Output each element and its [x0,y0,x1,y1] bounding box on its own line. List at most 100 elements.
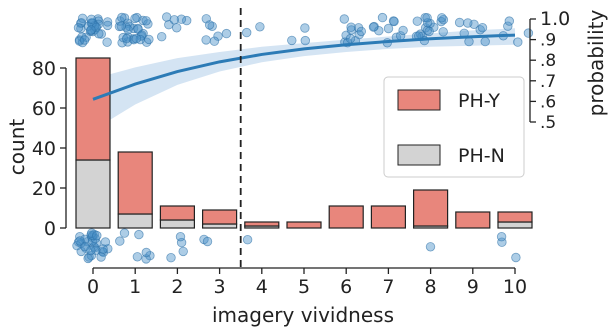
bar-ph-y [286,221,322,229]
jitter-point-ph-y [171,23,182,33]
bar-ph-y [202,209,238,225]
jitter-point-ph-y [438,27,448,37]
jitter-point-ph-y [131,33,142,44]
jitter-point-ph-y [102,37,112,47]
jitter-point-ph-y [463,18,473,28]
jitter-point-ph-y [480,36,490,47]
fit-curve-group [92,33,516,101]
jitter-point-ph-y [94,29,104,39]
x-axis-label: imagery vividness [212,303,394,327]
jitter-point-ph-y [181,15,192,26]
jitter-point-ph-n [91,245,101,255]
jitter-point-ph-y [422,18,433,28]
jitter-point-ph-y [255,22,265,32]
bar-ph-y [328,205,364,229]
jitter-point-ph-y [118,32,128,43]
y-tick-label: 80 [32,58,56,80]
jitter-point-ph-y [300,35,311,46]
y2-tick-label: .9 [540,31,556,51]
jitter-point-ph-n [134,229,144,240]
jitter-point-ph-n [202,236,213,247]
jitter-point-ph-y [374,26,384,36]
jitter-point-ph-y [437,13,447,23]
bar-ph-y [75,57,111,161]
jitter-point-ph-n [75,236,85,246]
jitter-point-ph-y [73,23,84,33]
jitter-point-ph-n [92,230,102,241]
jitter-point-ph-n [98,244,108,254]
jitter-point-ph-y [412,16,423,26]
jitter-point-ph-y [339,14,350,24]
jitter-point-ph-y [377,12,388,23]
bar-ph-y [455,211,491,229]
jitter-point-ph-n [98,247,109,258]
jitter-point-ph-y [523,28,534,38]
jitter-point-ph-y [422,13,432,23]
y-tick-label: 40 [32,138,56,160]
jitter-point-ph-n [83,253,93,264]
jitter-point-ph-y [368,22,379,32]
jitter-point-ph-y [398,25,408,36]
jitter-point-ph-n [72,240,82,251]
jitter-point-ph-y [86,14,97,24]
jitter-point-ph-y [176,14,187,24]
y2-axis-label: probability [584,9,608,116]
legend-swatch-ph-n [397,144,441,166]
x-tick-label: 1 [129,276,141,298]
y-tick-label: 60 [32,98,56,120]
jitter-point-ph-y [209,36,220,46]
jitter-point-ph-y [76,18,87,28]
legend: PH-Y PH-N [383,76,525,178]
bar-ph-n [497,221,533,229]
fit-curve [92,33,516,101]
jitter-point-ph-y [156,32,167,42]
jitter-point-ph-n [175,231,186,242]
bar-ph-n [159,219,195,229]
jitter-point-ph-y [383,23,394,34]
jitter-point-ph-y [454,17,465,28]
jitter-point-ph-y [389,16,399,27]
y2-tick-label: .6 [540,92,556,112]
bars [75,57,533,229]
x-tick-label: 4 [256,276,268,298]
jitter-point-ph-n [90,233,100,244]
y2-tick-label: .5 [540,113,556,133]
bar-ph-y [244,221,280,227]
axes: 0 20 40 60 80 0 1 2 3 4 5 6 7 8 9 10 .5.6.7.8.91.0 [32,8,570,298]
jitter-point-ph-y [102,17,113,27]
y-tick-label: 20 [32,178,56,200]
jitter-point-ph-n [141,247,152,258]
x-tick-label: 10 [503,276,527,298]
jitter-point-ph-n [166,253,176,263]
x-tick-label: 3 [214,276,226,298]
legend-label-ph-n: PH-N [458,145,505,167]
jitter-point-ph-n [86,245,96,256]
jitter-point-ph-y [464,36,474,47]
jitter-point-ph-y [102,20,113,31]
jitter-point-ph-n [119,228,130,238]
jitter-point-ph-y [169,15,180,25]
legend-swatch-ph-y [397,89,441,111]
legend-label-ph-y: PH-Y [458,90,500,112]
jitter-point-ph-y [119,13,130,23]
jitter-points [72,12,534,264]
jitter-point-ph-y [287,35,297,46]
x-tick-label: 0 [87,276,99,298]
bar-ph-n [75,159,111,229]
jitter-point-ph-y [424,26,434,37]
bar-ph-y [413,189,449,227]
jitter-point-ph-n [242,234,253,245]
jitter-point-ph-y [513,37,523,47]
bar-ph-y [497,211,533,223]
jitter-point-ph-n [100,237,111,247]
y2-tick-label: .7 [540,72,556,92]
jitter-point-ph-y [207,21,217,32]
jitter-point-ph-y [241,27,252,38]
jitter-point-ph-n [86,228,97,238]
bar-ph-y [159,205,195,221]
bar-ph-y [117,151,153,215]
jitter-point-ph-n [511,252,521,263]
jitter-point-ph-y [346,22,356,32]
jitter-point-ph-y [213,31,223,41]
jitter-point-ph-y [79,35,90,45]
